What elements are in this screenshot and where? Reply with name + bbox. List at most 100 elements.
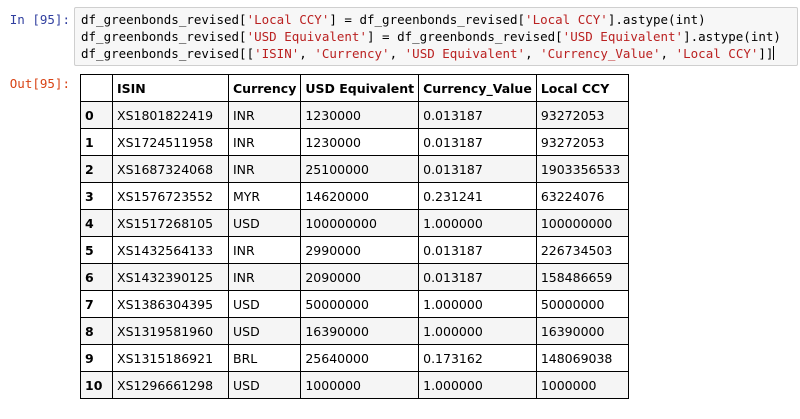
code-text: ,	[299, 46, 315, 61]
table-cell: INR	[227, 128, 302, 156]
table-cell: USD	[227, 371, 302, 399]
column-header: Currency_Value	[418, 74, 537, 102]
column-header: Local CCY	[535, 74, 629, 102]
table-cell: 50000000	[300, 290, 420, 318]
table-row: 8 XS1319581960 USD 16390000 1.000000 16390000	[80, 317, 629, 345]
table-cell: 93272053	[535, 128, 629, 156]
code-string: 'ISIN'	[254, 46, 300, 61]
input-prompt: In [95]:	[9, 12, 70, 27]
table-cell: 1000000	[300, 371, 420, 399]
row-index: 4	[80, 209, 113, 237]
row-index: 5	[80, 236, 113, 264]
table-cell: INR	[227, 263, 302, 291]
row-index: 9	[80, 344, 113, 372]
code-text: ,	[525, 46, 541, 61]
code-text: ]]	[758, 46, 774, 61]
table-cell: 1.000000	[418, 290, 537, 318]
table-cell: 93272053	[535, 101, 629, 129]
table-cell: XS1432390125	[112, 263, 229, 291]
table-cell: 0.013187	[418, 236, 537, 264]
table-row: 0 XS1801822419 INR 1230000 0.013187 93272053	[80, 101, 629, 129]
table-cell: 16390000	[300, 317, 420, 345]
table-cell: 1.000000	[418, 317, 537, 345]
table-cell: 1.000000	[418, 209, 537, 237]
table-row: 6 XS1432390125 INR 2090000 0.013187 158486659	[80, 263, 629, 291]
table-cell: 0.013187	[418, 155, 537, 183]
table-cell: INR	[227, 101, 302, 129]
table-cell: XS1315186921	[112, 344, 229, 372]
table-cell: 0.173162	[418, 344, 537, 372]
table-cell: XS1296661298	[112, 371, 229, 399]
code-text: df_greenbonds_revised[	[81, 12, 247, 27]
row-index: 1	[80, 128, 113, 156]
code-string: 'Currency_Value'	[540, 46, 661, 61]
table-cell: 0.013187	[418, 263, 537, 291]
code-text: ].astype(int)	[607, 12, 706, 27]
row-index: 6	[80, 263, 113, 291]
table-row: 5 XS1432564133 INR 2990000 0.013187 226734503	[80, 236, 629, 264]
code-text: ] = df_greenbonds_revised[	[367, 29, 563, 44]
table-cell: USD	[227, 209, 302, 237]
code-line: df_greenbonds_revised['USD Equivalent'] …	[81, 28, 791, 45]
table-row: 3 XS1576723552 MYR 14620000 0.231241 63224076	[80, 182, 629, 210]
row-index: 0	[80, 101, 113, 129]
table-cell: 158486659	[535, 263, 629, 291]
table-cell: 1230000	[300, 101, 420, 129]
code-line: df_greenbonds_revised['Local CCY'] = df_…	[81, 11, 791, 28]
code-text: ] = df_greenbonds_revised[	[329, 12, 526, 27]
output-prompt: Out[95]:	[9, 76, 70, 91]
code-string: 'Local CCY'	[675, 46, 759, 61]
column-header: ISIN	[112, 74, 229, 102]
column-header: USD Equivalent	[300, 74, 420, 102]
table-cell: BRL	[227, 344, 302, 372]
code-text: df_greenbonds_revised[	[81, 29, 247, 44]
table-cell: 63224076	[535, 182, 629, 210]
table-cell: XS1517268105	[112, 209, 229, 237]
table-row: 1 XS1724511958 INR 1230000 0.013187 93272053	[80, 128, 629, 156]
table-cell: INR	[227, 236, 302, 264]
table-cell: XS1319581960	[112, 317, 229, 345]
table-cell: 50000000	[535, 290, 629, 318]
table-cell: 0.013187	[418, 101, 537, 129]
table-cell: 148069038	[535, 344, 629, 372]
table-cell: 25640000	[300, 344, 420, 372]
code-line: df_greenbonds_revised[['ISIN', 'Currency…	[81, 45, 791, 62]
index-header	[80, 74, 113, 102]
code-text: ].astype(int)	[683, 29, 781, 44]
code-string: 'Local CCY'	[246, 12, 330, 27]
table-cell: 100000000	[535, 209, 629, 237]
table-cell: 1000000	[535, 371, 629, 399]
table-row: 10 XS1296661298 USD 1000000 1.000000 1000000	[80, 371, 629, 399]
code-string: 'USD Equivalent'	[562, 29, 684, 44]
table-cell: USD	[227, 290, 302, 318]
dataframe-table: ISIN Currency USD Equivalent Currency_Value…	[80, 74, 629, 399]
table-cell: XS1724511958	[112, 128, 229, 156]
table-cell: 0.013187	[418, 128, 537, 156]
table-cell: 1230000	[300, 128, 420, 156]
code-string: 'Currency'	[314, 46, 390, 61]
table-body: 0 XS1801822419 INR 1230000 0.013187 93272053 1…	[80, 101, 629, 399]
table-cell: 2990000	[300, 236, 420, 264]
table-cell: 2090000	[300, 263, 420, 291]
row-index: 2	[80, 155, 113, 183]
row-index: 8	[80, 317, 113, 345]
table-cell: 226734503	[535, 236, 629, 264]
code-string: 'USD Equivalent'	[404, 46, 526, 61]
table-cell: XS1687324068	[112, 155, 229, 183]
table-cell: 25100000	[300, 155, 420, 183]
table-cell: 0.231241	[418, 182, 537, 210]
row-index: 10	[80, 371, 113, 399]
table-header-row: ISIN Currency USD Equivalent Currency_Value…	[80, 74, 629, 102]
code-text: ,	[660, 46, 676, 61]
table-cell: 1.000000	[418, 371, 537, 399]
table-cell: 14620000	[300, 182, 420, 210]
table-cell: XS1432564133	[112, 236, 229, 264]
table-cell: 1903356533	[535, 155, 629, 183]
code-string: 'USD Equivalent'	[246, 29, 367, 44]
code-cell-input[interactable]: df_greenbonds_revised['Local CCY'] = df_…	[74, 7, 798, 66]
table-cell: INR	[227, 155, 302, 183]
table-cell: 100000000	[300, 209, 420, 237]
code-text: df_greenbonds_revised[[	[81, 46, 255, 61]
table-cell: 16390000	[535, 317, 629, 345]
table-cell: XS1801822419	[112, 101, 229, 129]
